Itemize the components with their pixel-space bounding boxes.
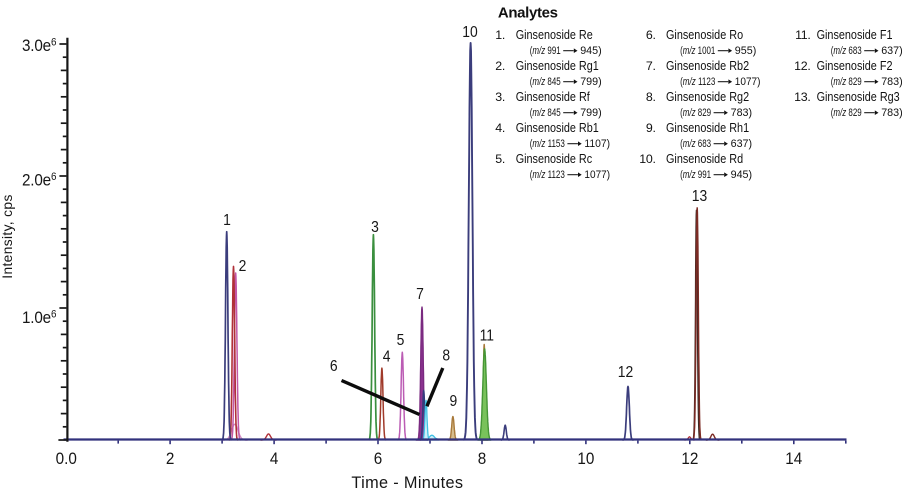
svg-text:9.: 9. [646,121,656,135]
svg-text:7.: 7. [646,59,656,73]
svg-text:Ginsenoside Rg2: Ginsenoside Rg2 [666,90,749,104]
svg-text:(m/z 1001: (m/z 1001 [680,45,715,57]
svg-text:799): 799) [580,76,602,88]
svg-text:Ginsenoside Rg1: Ginsenoside Rg1 [516,59,599,73]
svg-text:5.: 5. [495,152,505,166]
svg-text:(m/z 1153: (m/z 1153 [530,138,565,150]
svg-text:10: 10 [462,23,477,41]
svg-text:783): 783) [731,107,753,119]
svg-text:10.: 10. [639,152,655,166]
svg-text:783): 783) [881,76,903,88]
svg-text:Time - Minutes: Time - Minutes [351,474,463,491]
svg-text:2: 2 [166,451,175,469]
svg-text:Ginsenoside F2: Ginsenoside F2 [817,59,893,73]
svg-text:Ginsenoside Rb1: Ginsenoside Rb1 [516,121,599,135]
svg-text:11: 11 [480,327,494,345]
svg-text:2.: 2. [495,59,505,73]
svg-text:Ginsenoside Re: Ginsenoside Re [516,28,593,42]
svg-text:783): 783) [881,107,903,119]
svg-text:945): 945) [580,45,602,57]
svg-text:3.0e6: 3.0e6 [22,37,57,55]
svg-text:Ginsenoside Rg3: Ginsenoside Rg3 [817,90,900,104]
svg-text:1.: 1. [495,28,505,42]
svg-text:4: 4 [270,451,279,469]
svg-text:1077): 1077) [735,76,761,88]
svg-text:(m/z 829: (m/z 829 [831,76,862,88]
svg-text:(m/z 991: (m/z 991 [530,45,561,57]
svg-text:11.: 11. [795,28,810,42]
svg-text:(m/z 1123: (m/z 1123 [530,169,565,181]
svg-text:13: 13 [692,187,707,205]
svg-text:Intensity, cps: Intensity, cps [0,194,15,278]
svg-text:945): 945) [731,169,753,181]
svg-text:6: 6 [330,357,338,375]
svg-text:Ginsenoside F1: Ginsenoside F1 [817,28,893,42]
svg-text:(m/z 845: (m/z 845 [530,107,561,119]
svg-text:2.0e6: 2.0e6 [22,172,57,190]
svg-text:13.: 13. [794,90,810,104]
svg-text:0.0: 0.0 [56,451,77,469]
svg-text:(m/z 683: (m/z 683 [831,45,862,57]
svg-text:2: 2 [239,257,247,275]
svg-text:1.0e6: 1.0e6 [22,309,57,327]
svg-text:8.: 8. [646,90,656,104]
svg-text:1107): 1107) [584,138,610,150]
svg-text:Ginsenoside Rh1: Ginsenoside Rh1 [666,121,749,135]
svg-text:9: 9 [450,392,458,410]
svg-text:(m/z 845: (m/z 845 [530,76,561,88]
svg-text:799): 799) [580,107,602,119]
svg-text:3.: 3. [495,90,505,104]
svg-text:(m/z 829: (m/z 829 [680,107,711,119]
svg-text:Ginsenoside Ro: Ginsenoside Ro [666,28,743,42]
svg-text:Ginsenoside Rd: Ginsenoside Rd [666,152,743,166]
svg-text:(m/z 1123: (m/z 1123 [680,76,715,88]
svg-text:12: 12 [681,451,698,469]
svg-text:955): 955) [735,45,757,57]
svg-text:10: 10 [577,451,594,469]
svg-text:637): 637) [881,45,903,57]
svg-text:5: 5 [397,331,405,349]
svg-text:14: 14 [785,451,802,469]
svg-text:637): 637) [731,138,753,150]
svg-text:1: 1 [223,211,231,229]
svg-text:(m/z 683: (m/z 683 [680,138,711,150]
svg-text:1077): 1077) [584,169,610,181]
svg-text:12.: 12. [794,59,810,73]
svg-text:6: 6 [374,451,383,469]
svg-text:Ginsenoside Rc: Ginsenoside Rc [516,152,593,166]
svg-text:(m/z 991: (m/z 991 [680,169,711,181]
svg-text:(m/z 829: (m/z 829 [831,107,862,119]
svg-text:8: 8 [442,346,450,364]
svg-text:Ginsenoside Rf: Ginsenoside Rf [516,90,591,104]
svg-text:3: 3 [371,218,379,236]
svg-text:6.: 6. [646,28,656,42]
svg-text:Analytes: Analytes [498,5,558,22]
svg-text:7: 7 [416,285,424,303]
svg-text:4: 4 [383,348,391,366]
svg-text:12: 12 [618,363,633,381]
svg-text:Ginsenoside Rb2: Ginsenoside Rb2 [666,59,749,73]
svg-text:8: 8 [478,451,487,469]
svg-text:4.: 4. [495,121,505,135]
